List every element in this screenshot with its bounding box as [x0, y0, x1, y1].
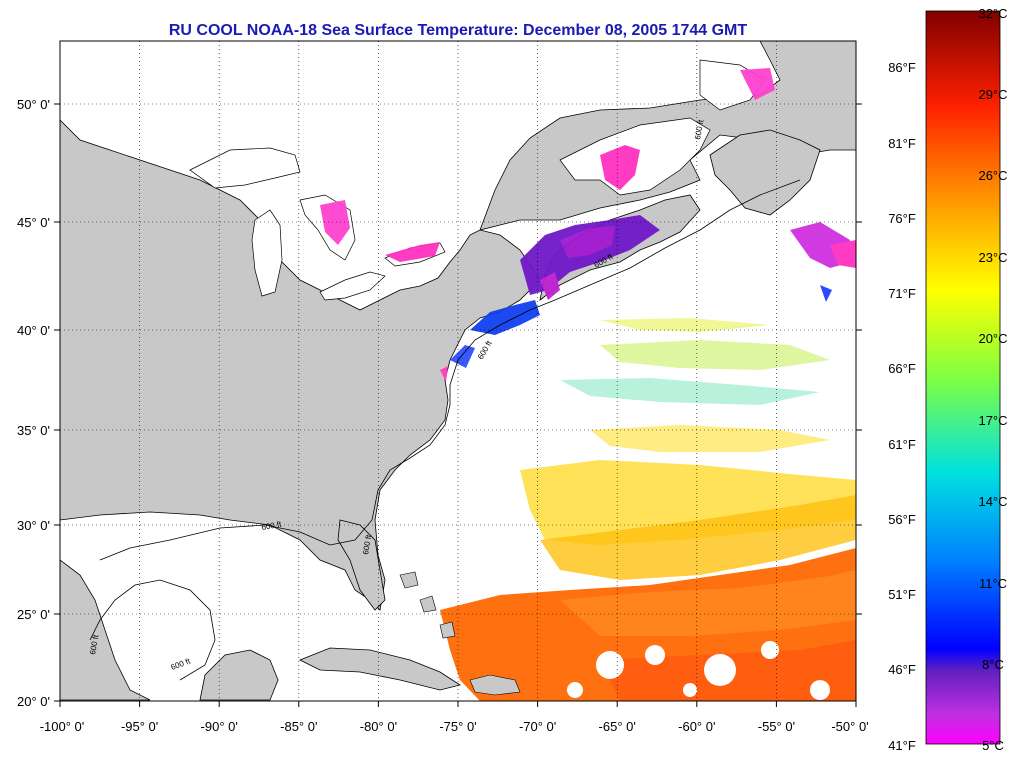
florida-land: [337, 519, 386, 611]
sst-cold-water: [320, 68, 856, 382]
newfoundland-land: [709, 129, 821, 216]
graticule: [60, 41, 856, 701]
colorbar-celsius-label: 8°C: [982, 657, 1004, 672]
lat-tick-label: 30° 0': [17, 518, 50, 533]
colorbar-fahrenheit-label: 86°F: [888, 60, 916, 75]
lat-tick-label: 35° 0': [17, 423, 50, 438]
colorbar-celsius-label: 14°C: [978, 494, 1007, 509]
lon-tick-label: -70° 0': [519, 719, 556, 734]
lon-tick-label: -100° 0': [40, 719, 85, 734]
lat-tick-label: 20° 0': [17, 694, 50, 709]
yucatan-land: [199, 649, 279, 701]
lon-tick-label: -80° 0': [360, 719, 397, 734]
lon-tick-label: -50° 0': [831, 719, 868, 734]
colorbar-celsius-label: 32°C: [978, 6, 1007, 21]
isobath-600ft-gulf: [89, 579, 216, 681]
isobath-label: 600 ft: [261, 519, 283, 531]
lon-tick-label: -60° 0': [678, 719, 715, 734]
isobath-600ft: [99, 179, 801, 561]
lon-tick-label: -65° 0': [599, 719, 636, 734]
lon-tick-labels: -100° 0' -95° 0' -90° 0' -85° 0' -80° 0'…: [40, 719, 869, 734]
colorbar-fahrenheit-label: 66°F: [888, 361, 916, 376]
sst-mid-water: [520, 318, 856, 580]
axis-ticks: [54, 103, 862, 707]
colorbar-fahrenheit-label: 71°F: [888, 286, 916, 301]
colorbar-celsius-label: 23°C: [978, 250, 1007, 265]
colorbar-fahrenheit-label: 61°F: [888, 437, 916, 452]
colorbar-fahrenheit-label: 81°F: [888, 136, 916, 151]
hispaniola-land-top: [469, 674, 521, 696]
colorbar: [925, 10, 1001, 745]
lat-tick-label: 25° 0': [17, 607, 50, 622]
colorbar-celsius-labels: 32°C 29°C 26°C 23°C 20°C 17°C 14°C 11°C …: [978, 6, 1007, 753]
mexico-land: [60, 559, 151, 701]
cuba-land: [299, 647, 461, 691]
colorbar-celsius-label: 26°C: [978, 168, 1007, 183]
lake-michigan: [251, 209, 283, 297]
lake-superior: [189, 147, 301, 189]
lon-tick-label: -90° 0': [201, 719, 238, 734]
colorbar-fahrenheit-label: 76°F: [888, 211, 916, 226]
isobath-label: 600 ft: [693, 118, 705, 140]
lon-tick-label: -85° 0': [280, 719, 317, 734]
bahamas-land: [399, 571, 456, 639]
sst-warm-water: [440, 548, 856, 701]
colorbar-celsius-label: 11°C: [979, 576, 1007, 591]
lat-tick-label: 40° 0': [17, 323, 50, 338]
colorbar-celsius-label: 17°C: [978, 413, 1007, 428]
lon-tick-label: -95° 0': [121, 719, 158, 734]
colorbar-celsius-label: 20°C: [978, 331, 1007, 346]
map-title: RU COOL NOAA-18 Sea Surface Temperature:…: [168, 22, 748, 39]
colorbar-celsius-label: 5°C: [982, 738, 1004, 753]
isobath-label: 600 ft: [88, 633, 100, 655]
colorbar-fahrenheit-label: 56°F: [888, 512, 916, 527]
lat-tick-label: 45° 0': [17, 215, 50, 230]
lon-tick-label: -75° 0': [439, 719, 476, 734]
isobath-label: 600 ft: [361, 533, 373, 555]
colorbar-fahrenheit-label: 51°F: [888, 587, 916, 602]
lake-erie: [319, 271, 386, 301]
lon-tick-label: -55° 0': [758, 719, 795, 734]
lat-tick-labels: 20° 0' 25° 0' 30° 0' 35° 0' 40° 0' 45° 0…: [17, 97, 50, 709]
colorbar-fahrenheit-label: 46°F: [888, 662, 916, 677]
lat-tick-label: 50° 0': [17, 97, 50, 112]
colorbar-celsius-label: 29°C: [978, 87, 1007, 102]
colorbar-fahrenheit-label: 41°F: [888, 738, 916, 753]
colorbar-fahrenheit-labels: 86°F 81°F 76°F 71°F 66°F 61°F 56°F 51°F …: [888, 60, 916, 753]
